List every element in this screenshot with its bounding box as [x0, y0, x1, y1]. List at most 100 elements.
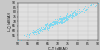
Point	[68, 16, 70, 17]
Point	[28, 33, 30, 34]
Point	[33, 33, 34, 34]
Point	[48, 25, 49, 26]
Point	[55, 20, 56, 21]
Point	[76, 10, 77, 11]
Point	[57, 20, 59, 21]
Point	[81, 10, 83, 11]
Point	[63, 19, 65, 20]
Point	[57, 20, 58, 21]
Point	[45, 24, 47, 25]
Point	[72, 13, 73, 14]
Point	[55, 22, 57, 23]
Point	[69, 15, 71, 16]
Point	[49, 25, 51, 26]
Point	[60, 23, 62, 24]
Point	[66, 16, 68, 17]
Point	[83, 8, 85, 9]
Point	[48, 25, 50, 26]
Point	[72, 15, 73, 16]
Point	[54, 23, 55, 24]
Point	[44, 24, 45, 25]
Point	[47, 28, 49, 29]
Point	[23, 34, 24, 35]
Point	[51, 25, 53, 26]
Point	[65, 17, 67, 18]
Point	[57, 21, 59, 22]
Point	[60, 17, 61, 18]
Point	[51, 25, 52, 26]
Point	[78, 12, 80, 13]
Point	[73, 16, 74, 17]
Point	[39, 29, 40, 30]
Point	[48, 27, 49, 28]
Point	[54, 22, 55, 23]
Point	[64, 19, 66, 20]
Point	[85, 5, 86, 6]
Point	[85, 8, 86, 9]
Point	[49, 24, 50, 25]
Point	[53, 21, 55, 22]
Point	[63, 18, 65, 19]
Point	[46, 29, 48, 30]
Point	[55, 22, 56, 23]
Point	[39, 29, 40, 30]
Point	[36, 29, 37, 30]
Point	[37, 31, 38, 32]
Point	[39, 30, 41, 31]
Point	[52, 21, 54, 22]
Point	[46, 23, 48, 24]
Point	[65, 14, 67, 15]
Point	[44, 28, 45, 29]
Point	[64, 16, 66, 17]
Point	[38, 32, 40, 33]
Point	[49, 26, 50, 27]
Point	[69, 15, 71, 16]
Point	[59, 21, 61, 22]
Point	[65, 15, 66, 16]
Point	[66, 13, 68, 14]
Point	[71, 14, 72, 15]
Point	[65, 17, 67, 18]
Point	[61, 23, 63, 24]
Point	[71, 13, 72, 14]
Point	[76, 12, 78, 13]
Point	[61, 20, 63, 21]
Point	[63, 21, 65, 22]
Point	[86, 8, 88, 9]
Point	[29, 33, 30, 34]
Point	[62, 19, 63, 20]
Point	[61, 20, 63, 21]
Point	[46, 23, 48, 24]
Point	[81, 11, 82, 12]
Point	[54, 20, 55, 21]
Point	[90, 5, 92, 6]
Point	[90, 4, 92, 5]
Point	[35, 34, 37, 35]
Point	[54, 21, 56, 22]
Point	[60, 17, 62, 18]
Point	[69, 14, 70, 15]
Point	[68, 16, 69, 17]
Point	[74, 9, 76, 10]
Point	[73, 14, 74, 15]
Point	[50, 24, 51, 25]
Point	[70, 16, 71, 17]
Point	[37, 32, 39, 33]
Point	[67, 17, 69, 18]
Point	[65, 18, 67, 19]
Point	[80, 10, 82, 11]
Point	[70, 15, 72, 16]
Point	[54, 24, 55, 25]
Point	[37, 32, 38, 33]
Point	[48, 25, 50, 26]
Point	[49, 25, 51, 26]
Point	[72, 12, 74, 13]
Point	[75, 13, 77, 14]
Point	[49, 25, 51, 26]
Point	[46, 27, 48, 28]
Point	[55, 21, 56, 22]
Point	[74, 10, 75, 11]
Point	[63, 16, 65, 17]
Point	[56, 22, 57, 23]
Point	[45, 24, 47, 25]
